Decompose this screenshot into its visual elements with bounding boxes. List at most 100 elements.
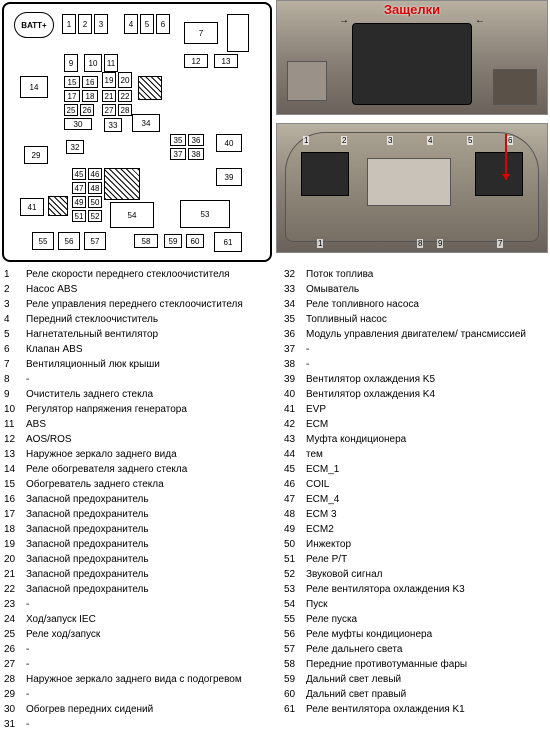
legend-text: ECM_4	[306, 492, 546, 507]
legend-row: 18Запасной предохранитель	[4, 522, 284, 537]
fuse-slot: 17	[64, 90, 80, 102]
legend-number: 31	[4, 717, 26, 732]
legend-text: Клапан ABS	[26, 342, 284, 357]
fuse-slot: 37	[170, 148, 186, 160]
legend-row: 24Ход/запуск IEC	[4, 612, 284, 627]
legend-text: Нагнетательный вентилятор	[26, 327, 284, 342]
legend-text: Обогрев передних сидений	[26, 702, 284, 717]
fuse-slot: 20	[118, 72, 132, 88]
legend-text: Обогреватель заднего стекла	[26, 477, 284, 492]
legend-number: 43	[284, 432, 306, 447]
fuse-slot: 57	[84, 232, 106, 250]
fuse-slot: 41	[20, 198, 44, 216]
legend-row: 44тем	[284, 447, 546, 462]
legend-number: 7	[4, 357, 26, 372]
legend-text: Реле дальнего света	[306, 642, 546, 657]
legend-number: 38	[284, 357, 306, 372]
legend-row: 40Вентилятор охлаждения K4	[284, 387, 546, 402]
legend-text: -	[26, 687, 284, 702]
fuse-slot: 34	[132, 114, 160, 132]
legend-text: Запасной предохранитель	[26, 537, 284, 552]
legend-text: Реле ход/запуск	[26, 627, 284, 642]
legend-text: Запасной предохранитель	[26, 507, 284, 522]
legend-table: 1Реле скорости переднего стеклоочистител…	[0, 265, 550, 734]
legend-row: 28Наружное зеркало заднего вида с подогр…	[4, 672, 284, 687]
legend-number: 30	[4, 702, 26, 717]
fuse-slot: 51	[72, 210, 86, 222]
legend-number: 35	[284, 312, 306, 327]
fuse-slot: 11	[104, 54, 118, 72]
legend-row: 14Реле обогревателя заднего стекла	[4, 462, 284, 477]
battery-terminal: BATT+	[14, 12, 54, 38]
callout-number: 5	[467, 136, 473, 145]
latches-label: Защелки	[384, 2, 440, 17]
fuse-slot: 13	[214, 54, 238, 68]
legend-number: 49	[284, 522, 306, 537]
fuse-slot: 2	[78, 14, 92, 34]
legend-row: 29-	[4, 687, 284, 702]
callout-number: 3	[387, 136, 393, 145]
legend-text: Наружное зеркало заднего вида	[26, 447, 284, 462]
legend-text: Звуковой сигнал	[306, 567, 546, 582]
legend-number: 52	[284, 567, 306, 582]
legend-text: ECM_1	[306, 462, 546, 477]
legend-row: 35Топливный насос	[284, 312, 546, 327]
legend-number: 23	[4, 597, 26, 612]
legend-number: 53	[284, 582, 306, 597]
fuse-slot: 6	[156, 14, 170, 34]
legend-number: 51	[284, 552, 306, 567]
legend-number: 19	[4, 537, 26, 552]
legend-row: 8-	[4, 372, 284, 387]
legend-text: Запасной предохранитель	[26, 492, 284, 507]
legend-number: 57	[284, 642, 306, 657]
legend-text: -	[26, 717, 284, 732]
legend-row: 42ECM	[284, 417, 546, 432]
legend-text: Запасной предохранитель	[26, 552, 284, 567]
legend-number: 27	[4, 657, 26, 672]
legend-row: 31-	[4, 717, 284, 732]
legend-number: 22	[4, 582, 26, 597]
fuse-slot: 39	[216, 168, 242, 186]
legend-number: 21	[4, 567, 26, 582]
legend-text: Реле вентилятора охлаждения K3	[306, 582, 546, 597]
legend-number: 9	[4, 387, 26, 402]
legend-text: Очиститель заднего стекла	[26, 387, 284, 402]
legend-number: 47	[284, 492, 306, 507]
fuse-slot: 22	[118, 90, 132, 102]
legend-row: 32Поток топлива	[284, 267, 546, 282]
fuse-slot: 49	[72, 196, 86, 208]
hatched-block	[138, 76, 162, 100]
legend-row: 15Обогреватель заднего стекла	[4, 477, 284, 492]
fuse-slot: 45	[72, 168, 86, 180]
legend-text: Реле управления переднего стеклоочистите…	[26, 297, 284, 312]
legend-number: 10	[4, 402, 26, 417]
fuse-slot: 50	[88, 196, 102, 208]
fuse-slot: 47	[72, 182, 86, 194]
legend-row: 46COIL	[284, 477, 546, 492]
legend-text: Реле обогревателя заднего стекла	[26, 462, 284, 477]
legend-number: 40	[284, 387, 306, 402]
legend-number: 36	[284, 327, 306, 342]
fuse-slot: 19	[102, 72, 116, 88]
legend-text: -	[306, 357, 546, 372]
fuse-slot: 46	[88, 168, 102, 180]
legend-text: COIL	[306, 477, 546, 492]
legend-number: 16	[4, 492, 26, 507]
legend-row: 2Насос ABS	[4, 282, 284, 297]
legend-number: 58	[284, 657, 306, 672]
fuse-slot: 28	[118, 104, 132, 116]
legend-text: ECM2	[306, 522, 546, 537]
legend-number: 28	[4, 672, 26, 687]
fuse-slot: 52	[88, 210, 102, 222]
legend-number: 25	[4, 627, 26, 642]
fuse-slot: 9	[64, 54, 78, 72]
legend-text: Поток топлива	[306, 267, 546, 282]
legend-row: 48ECM 3	[284, 507, 546, 522]
fuse-slot: 32	[66, 140, 84, 154]
legend-row: 41EVP	[284, 402, 546, 417]
legend-number: 24	[4, 612, 26, 627]
legend-number: 20	[4, 552, 26, 567]
fuse-slot: 30	[64, 118, 92, 130]
legend-number: 44	[284, 447, 306, 462]
callout-number: 6	[507, 136, 513, 145]
